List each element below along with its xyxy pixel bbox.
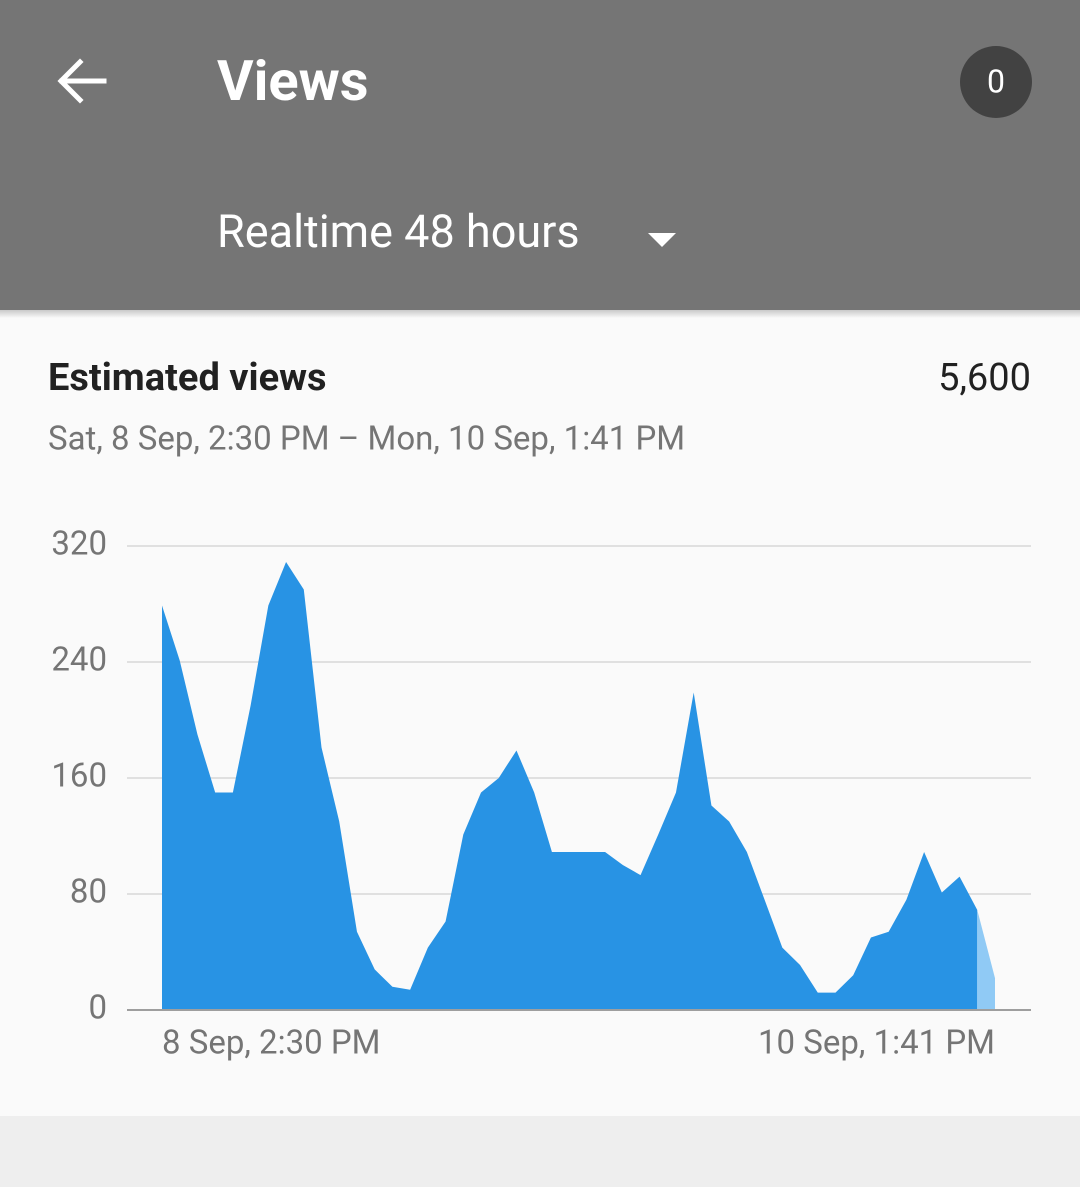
x-tick-label: 8 Sep, 2:30 PM [162, 1024, 380, 1063]
screen-title: Views [217, 48, 369, 114]
badge[interactable] [960, 46, 1032, 118]
badge-count: 0 [987, 62, 1005, 100]
dropdown-arrow [648, 233, 676, 247]
back-button[interactable] [57, 58, 107, 104]
card-title: Estimated views [48, 356, 327, 400]
date-range: Sat, 8 Sep, 2:30 PM – Mon, 10 Sep, 1:41 … [48, 420, 685, 459]
area [162, 561, 978, 1010]
y-tick-label: 240 [51, 641, 107, 680]
range-dropdown[interactable]: Realtime 48 hours [217, 205, 676, 258]
total-views: 5,600 [938, 356, 1031, 400]
y-tick-label: 0 [88, 989, 107, 1028]
range-label: Realtime 48 hours [217, 205, 580, 258]
app-bar-shadow [0, 310, 1080, 318]
y-tick-label: 80 [70, 873, 107, 912]
y-tick-label: 320 [51, 525, 107, 564]
app-bar [0, 0, 1080, 310]
partial-area [977, 909, 995, 1010]
chart: 0 80 160 240 320 8 Sep, 2:30 PM 10 Sep, 1:41 P… [51, 525, 1031, 1063]
y-tick-label: 160 [51, 757, 107, 796]
x-tick-label: 10 Sep, 1:41 PM [758, 1024, 995, 1063]
